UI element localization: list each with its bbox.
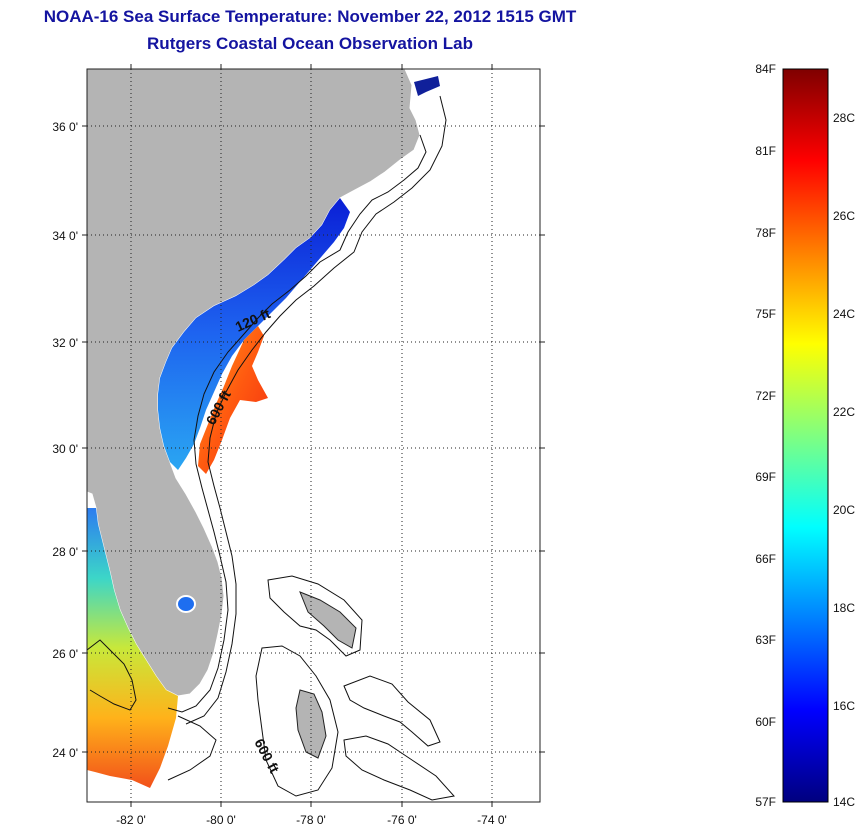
lat-label: 34 0' <box>52 229 78 243</box>
map-subtitle: Rutgers Coastal Ocean Observation Lab <box>147 34 473 53</box>
lon-label: -82 0' <box>116 813 146 827</box>
colorbar-fahrenheit-label: 63F <box>755 633 776 647</box>
colorbar-fahrenheit-label: 57F <box>755 795 776 809</box>
lat-label: 26 0' <box>52 647 78 661</box>
sst-warm-gulf-stream <box>198 326 268 474</box>
lake-okeechobee <box>176 595 196 613</box>
depth-contour-600ft <box>185 95 447 725</box>
colorbar-celsius-label: 26C <box>833 209 855 223</box>
lat-label: 24 0' <box>52 746 78 760</box>
colorbar-celsius-label: 20C <box>833 503 855 517</box>
colorbar-fahrenheit-label: 75F <box>755 307 776 321</box>
colorbar-fahrenheit-label: 72F <box>755 389 776 403</box>
bahamas-bank-north <box>299 591 357 649</box>
map-content <box>87 69 455 801</box>
bahamas-contour-southeast <box>343 735 455 801</box>
colorbar-celsius-label: 14C <box>833 795 855 809</box>
lat-label: 28 0' <box>52 545 78 559</box>
lon-label: -74 0' <box>477 813 507 827</box>
colorbar-celsius-label: 16C <box>833 699 855 713</box>
colorbar-fahrenheit-label: 60F <box>755 715 776 729</box>
bahamas-contour-south <box>255 645 339 797</box>
colorbar-celsius-label: 22C <box>833 405 855 419</box>
axis-ticks <box>82 64 545 807</box>
bahamas-andros-island <box>295 689 327 759</box>
colorbar-fahrenheit-label: 66F <box>755 552 776 566</box>
colorbar-celsius-label: 24C <box>833 307 855 321</box>
lat-label: 36 0' <box>52 120 78 134</box>
map-title: NOAA-16 Sea Surface Temperature: Novembe… <box>43 7 577 26</box>
colorbar-celsius-label: 28C <box>833 111 855 125</box>
colorbar-fahrenheit-label: 78F <box>755 226 776 240</box>
sst-cool-coastal-band <box>158 198 350 470</box>
colorbar-fahrenheit-label: 81F <box>755 144 776 158</box>
gulf-contour-west <box>87 639 137 711</box>
bahamas-contour-east <box>343 675 441 747</box>
lon-label: -76 0' <box>387 813 417 827</box>
temperature-colorbar <box>782 68 829 803</box>
colorbar-fahrenheit-label: 84F <box>755 62 776 76</box>
colorbar-celsius-label: 18C <box>833 601 855 615</box>
map-frame <box>86 68 541 803</box>
lon-label: -80 0' <box>206 813 236 827</box>
lat-label: 32 0' <box>52 336 78 350</box>
lat-label: 30 0' <box>52 442 78 456</box>
depth-contour-120ft <box>167 134 427 713</box>
pamlico-sound-patch <box>414 76 440 96</box>
bahamas-contour-west <box>267 575 363 657</box>
keys-contour <box>167 715 217 781</box>
colorbar-fahrenheit-label: 69F <box>755 470 776 484</box>
sst-gulf-west-shelf <box>87 508 178 788</box>
lon-label: -78 0' <box>296 813 326 827</box>
